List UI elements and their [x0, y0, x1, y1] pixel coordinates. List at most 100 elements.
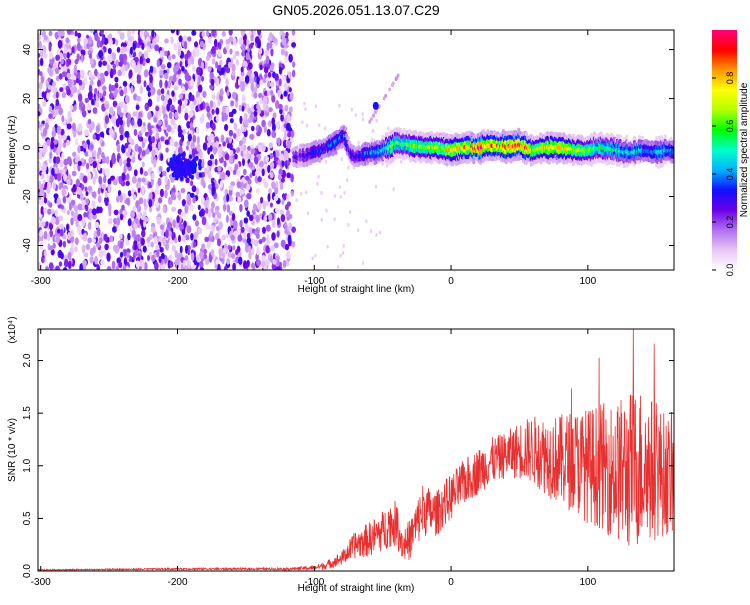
noise-cell	[112, 226, 117, 233]
noise-cell	[40, 75, 45, 84]
noise-cell	[153, 159, 157, 168]
noise-cell	[213, 146, 217, 155]
noise-cell	[171, 231, 176, 241]
noise-cell	[134, 65, 139, 74]
noise-cell	[268, 142, 273, 149]
noise-cell	[289, 92, 294, 101]
noise-cell	[222, 105, 227, 114]
noise-cell	[225, 106, 230, 115]
noise-cell	[262, 95, 268, 105]
noise-cell	[210, 249, 215, 258]
noise-cell	[280, 239, 286, 248]
noise-cell	[232, 245, 236, 251]
noise-cell	[173, 42, 178, 51]
noise-cell	[114, 87, 119, 96]
noise-cell	[138, 197, 144, 205]
noise-cell	[187, 36, 192, 42]
noise-cell	[53, 193, 59, 200]
noise-cell	[170, 30, 175, 34]
noise-cell	[48, 43, 52, 52]
noise-cell	[52, 242, 56, 249]
noise-cell	[119, 125, 124, 135]
noise-cell	[108, 207, 112, 217]
noise-cell	[156, 59, 160, 68]
noise-cell	[63, 46, 67, 54]
noise-cell	[74, 30, 78, 37]
noise-cell	[284, 55, 288, 63]
noise-cell	[148, 207, 153, 213]
noise-cell	[128, 136, 133, 144]
noise-cell	[121, 144, 125, 151]
noise-cell	[59, 229, 64, 237]
noise-cell	[74, 210, 79, 218]
noise-cell	[259, 64, 263, 71]
noise-cell	[256, 247, 260, 256]
noise-cell	[106, 252, 111, 262]
noise-cell	[50, 216, 56, 225]
noise-cell	[233, 122, 238, 131]
noise-cell	[314, 253, 317, 258]
noise-cell	[178, 129, 183, 135]
noise-cell	[265, 245, 270, 254]
noise-cell	[126, 162, 131, 168]
noise-cell	[354, 113, 357, 118]
noise-cell	[241, 43, 246, 52]
ridge-cell	[625, 134, 629, 139]
noise-cell	[281, 37, 287, 46]
noise-cell	[197, 84, 203, 93]
noise-cell	[98, 60, 102, 68]
noise-cell	[51, 109, 55, 116]
noise-cell	[119, 134, 124, 141]
noise-cell	[243, 217, 249, 224]
noise-cell	[155, 111, 159, 118]
noise-cell	[226, 90, 230, 97]
noise-cell	[186, 121, 191, 129]
noise-cell	[238, 104, 242, 112]
noise-cell	[81, 110, 87, 118]
noise-cell	[286, 160, 291, 167]
noise-cell	[240, 71, 245, 77]
noise-cell	[245, 39, 250, 48]
noise-cell	[219, 156, 224, 164]
noise-cell	[257, 30, 262, 36]
noise-cell	[77, 203, 83, 211]
noise-cell	[269, 172, 274, 179]
noise-cell	[278, 66, 283, 75]
noise-cell	[154, 44, 160, 52]
noise-cell	[215, 61, 219, 69]
noise-cell	[156, 89, 162, 96]
noise-cell	[174, 111, 179, 120]
noise-cell	[257, 176, 262, 183]
noise-cell	[286, 140, 292, 149]
noise-cell	[178, 160, 183, 167]
noise-cell	[68, 78, 73, 88]
noise-cell	[226, 204, 231, 213]
noise-cell	[317, 174, 320, 179]
noise-cell	[122, 80, 128, 87]
noise-cell	[169, 138, 174, 147]
noise-cell	[46, 92, 50, 100]
noise-cell	[279, 108, 283, 115]
noise-cell	[83, 212, 88, 218]
noise-cell	[274, 73, 279, 81]
noise-cell	[155, 131, 159, 140]
noise-cell	[74, 237, 79, 245]
noise-cell	[324, 160, 328, 164]
noise-cell	[74, 246, 78, 253]
noise-cell	[261, 168, 265, 177]
noise-cell	[311, 256, 314, 261]
noise-cell	[291, 30, 296, 36]
noise-cell	[288, 222, 293, 231]
noise-cell	[247, 145, 251, 151]
noise-cell	[228, 129, 234, 137]
noise-cell	[78, 79, 83, 86]
noise-cell	[269, 152, 274, 159]
noise-cell	[77, 37, 81, 43]
noise-cell	[87, 172, 92, 180]
noise-cell	[84, 97, 90, 103]
noise-cell	[93, 230, 98, 239]
noise-cell	[129, 36, 133, 42]
noise-cell	[69, 104, 74, 111]
noise-cell	[279, 153, 285, 162]
